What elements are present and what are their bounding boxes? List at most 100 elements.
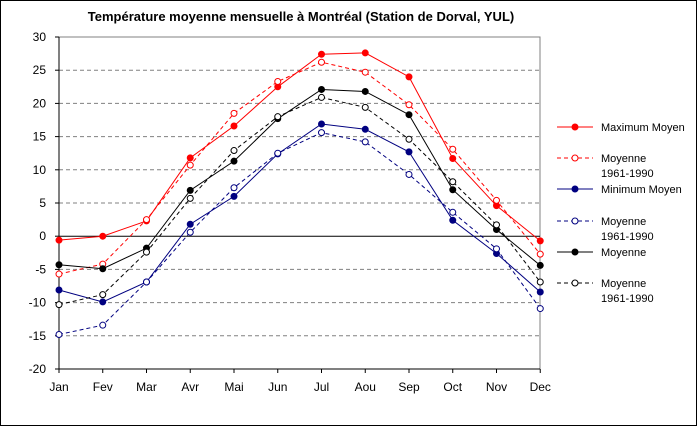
data-point-max_normal bbox=[186, 161, 194, 169]
x-tick-label: Nov bbox=[486, 380, 507, 394]
data-point-max_normal bbox=[55, 270, 63, 278]
data-point-max bbox=[536, 237, 544, 245]
data-point-mean bbox=[99, 265, 107, 273]
data-point-max_normal bbox=[143, 216, 150, 224]
y-tick-label: 30 bbox=[33, 30, 47, 44]
data-point-min bbox=[230, 192, 238, 200]
y-tick-label: -20 bbox=[29, 362, 47, 376]
data-point-max bbox=[230, 122, 238, 130]
series-line-max_normal bbox=[58, 61, 541, 275]
data-point-min_normal bbox=[405, 170, 413, 178]
legend-label: Moyenne bbox=[601, 247, 646, 259]
series-max_normal bbox=[55, 58, 544, 278]
legend-swatch-marker bbox=[571, 279, 579, 287]
legend-label: Moyenne 1961-1990 bbox=[601, 216, 654, 243]
data-point-mean_normal bbox=[230, 147, 238, 155]
data-point-mean_normal bbox=[493, 221, 500, 229]
data-point-mean bbox=[361, 87, 369, 95]
x-tick-label: Mar bbox=[136, 380, 157, 394]
y-tick-label: 20 bbox=[33, 96, 47, 110]
data-point-min_normal bbox=[493, 245, 500, 253]
series-lines bbox=[55, 49, 544, 338]
data-point-min_normal bbox=[274, 149, 282, 157]
data-point-mean_normal bbox=[405, 135, 413, 143]
data-point-mean_normal bbox=[55, 301, 63, 309]
data-point-mean bbox=[318, 85, 325, 93]
legend-label: Maximum Moyen bbox=[601, 122, 685, 134]
series-line-max bbox=[58, 52, 541, 242]
data-point-min_normal bbox=[536, 305, 544, 313]
data-point-mean_normal bbox=[318, 93, 325, 101]
data-point-min bbox=[449, 216, 457, 224]
legend-label: Moyenne 1961-1990 bbox=[601, 278, 654, 305]
legend-item-mean: Moyenne bbox=[557, 247, 646, 259]
legend-item-min: Minimum Moyen bbox=[557, 184, 682, 196]
data-point-mean bbox=[55, 261, 63, 269]
x-tick-label: Aou bbox=[355, 380, 376, 394]
series-line-min_normal bbox=[58, 132, 541, 335]
x-tick-label: Fev bbox=[93, 380, 113, 394]
data-point-mean bbox=[449, 186, 457, 194]
series-mean bbox=[55, 85, 544, 273]
legend-swatch-marker bbox=[571, 217, 579, 225]
data-point-min_normal bbox=[143, 278, 150, 286]
legend-label: Minimum Moyen bbox=[601, 184, 682, 196]
data-point-mean bbox=[536, 261, 544, 269]
legend-item-mean_normal: Moyenne 1961-1990 bbox=[557, 278, 654, 305]
data-point-max_normal bbox=[230, 109, 238, 117]
series-max bbox=[55, 49, 544, 245]
chart-title: Température moyenne mensuelle à Montréal… bbox=[88, 9, 514, 24]
series-min bbox=[55, 120, 544, 306]
data-point-mean bbox=[186, 186, 194, 194]
data-point-min bbox=[55, 286, 63, 294]
data-point-mean bbox=[405, 111, 413, 119]
x-tick-label: Mai bbox=[224, 380, 243, 394]
data-point-mean bbox=[230, 157, 238, 165]
data-point-max_normal bbox=[405, 101, 413, 109]
x-tick-label: Avr bbox=[181, 380, 199, 394]
y-tick-label: 15 bbox=[33, 130, 47, 144]
data-point-max bbox=[186, 154, 194, 162]
y-tick-label: -10 bbox=[29, 296, 47, 310]
x-tick-label: Jan bbox=[49, 380, 68, 394]
data-point-min_normal bbox=[318, 129, 325, 137]
data-point-min_normal bbox=[186, 228, 194, 236]
data-point-mean_normal bbox=[536, 278, 544, 286]
data-point-max_normal bbox=[274, 77, 282, 85]
legend-swatch-marker bbox=[571, 154, 579, 162]
data-point-min bbox=[318, 120, 325, 128]
legend: Maximum Moyen Moyenne 1961-1990 Minimum Moy… bbox=[557, 122, 685, 305]
data-point-min_normal bbox=[99, 321, 107, 329]
legend-label: Moyenne 1961-1990 bbox=[601, 153, 654, 180]
y-tick-label: 25 bbox=[33, 63, 47, 77]
data-point-max_normal bbox=[493, 196, 500, 204]
y-tick-label: 10 bbox=[33, 163, 47, 177]
data-point-max bbox=[361, 49, 369, 57]
legend-swatch-marker bbox=[571, 185, 579, 193]
data-point-max bbox=[55, 236, 63, 244]
data-point-min_normal bbox=[55, 330, 63, 338]
data-point-max_normal bbox=[361, 68, 369, 76]
data-point-max bbox=[99, 232, 107, 240]
data-point-mean_normal bbox=[449, 178, 457, 186]
data-point-max_normal bbox=[536, 250, 544, 258]
data-point-mean_normal bbox=[99, 291, 107, 299]
y-tick-label: -5 bbox=[35, 262, 46, 276]
x-tick-label: Dec bbox=[530, 380, 551, 394]
legend-swatch-marker bbox=[571, 248, 579, 256]
x-tick-label: Sep bbox=[398, 380, 420, 394]
series-line-mean_normal bbox=[58, 96, 541, 306]
x-tick-label: Jun bbox=[268, 380, 287, 394]
data-point-min_normal bbox=[230, 184, 238, 192]
data-point-min_normal bbox=[361, 138, 369, 146]
data-point-min bbox=[186, 220, 194, 228]
data-point-max_normal bbox=[318, 58, 325, 66]
data-point-mean_normal bbox=[143, 248, 150, 256]
y-tick-label: -15 bbox=[29, 329, 47, 343]
y-tick-label: 5 bbox=[39, 196, 46, 210]
data-point-mean_normal bbox=[361, 103, 369, 111]
series-mean_normal bbox=[55, 93, 544, 309]
grid-lines bbox=[59, 36, 540, 337]
